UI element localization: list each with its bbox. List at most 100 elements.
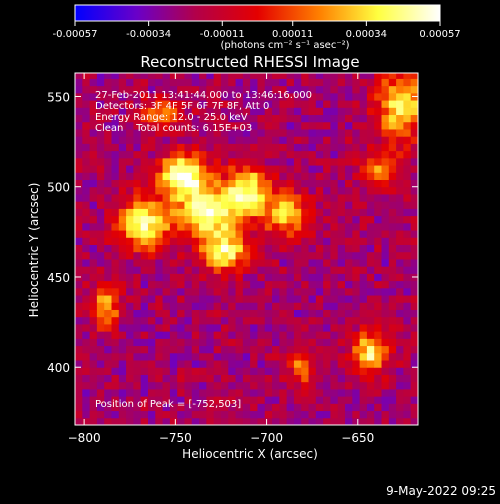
heatmap-cell <box>111 85 120 94</box>
heatmap-cell <box>315 280 324 289</box>
heatmap-cell <box>308 388 317 397</box>
heatmap-cell <box>162 323 171 332</box>
heatmap-cell <box>323 136 331 144</box>
heatmap-cell <box>111 121 120 130</box>
heatmap-cell <box>89 360 98 368</box>
heatmap-cell <box>96 179 105 188</box>
heatmap-cell <box>257 280 266 289</box>
heatmap-cell <box>140 92 149 101</box>
heatmap-cell <box>191 323 200 332</box>
heatmap-cell <box>169 92 178 101</box>
heatmap-cell <box>75 381 83 390</box>
heatmap-cell <box>345 179 353 188</box>
heatmap-cell <box>308 331 317 339</box>
heatmap-cell <box>359 367 368 375</box>
heatmap-cell <box>381 179 390 188</box>
heatmap-cell <box>104 360 112 368</box>
heatmap-cell <box>169 374 178 383</box>
heatmap-cell <box>235 374 244 383</box>
heatmap-cell <box>96 186 105 195</box>
heatmap-cell <box>257 85 266 94</box>
heatmap-cell <box>330 352 339 361</box>
heatmap-cell <box>388 143 397 152</box>
heatmap-cell <box>184 150 193 159</box>
heatmap-cell <box>82 367 91 375</box>
heatmap-cell <box>308 410 317 419</box>
heatmap-cell <box>126 352 134 361</box>
heatmap-cell <box>126 128 134 137</box>
heatmap-cell <box>140 150 149 159</box>
heatmap-cell <box>140 323 149 332</box>
heatmap-cell <box>396 388 404 397</box>
heatmap-cell <box>366 287 375 296</box>
heatmap-cell <box>345 172 353 180</box>
heatmap-cell <box>366 237 375 245</box>
heatmap-cell <box>352 367 361 375</box>
heatmap-cell <box>359 193 368 202</box>
heatmap-cell <box>140 266 149 274</box>
heatmap-cell <box>374 331 383 339</box>
heatmap-cell <box>235 280 244 289</box>
heatmap-cell <box>279 302 288 310</box>
heatmap-cell <box>184 128 193 137</box>
heatmap-cell <box>388 100 397 108</box>
heatmap-cell <box>337 107 346 116</box>
heatmap-cell <box>359 295 368 303</box>
heatmap-cell <box>75 193 83 202</box>
heatmap-cell <box>279 150 288 159</box>
heatmap-cell <box>177 352 185 361</box>
heatmap-cell <box>169 338 178 347</box>
heatmap-cell <box>133 280 142 289</box>
heatmap-cell <box>359 266 368 274</box>
heatmap-cell <box>315 107 324 116</box>
colorbar-tick-label: -0.00057 <box>53 29 98 40</box>
heatmap-cell <box>82 417 91 425</box>
heatmap-cell <box>293 302 302 310</box>
heatmap-cell <box>264 331 273 339</box>
heatmap-cell <box>315 367 324 375</box>
heatmap-cell <box>301 150 310 159</box>
heatmap-cell <box>323 244 331 253</box>
heatmap-cell <box>89 128 98 137</box>
heatmap-cell <box>111 150 120 159</box>
heatmap-cell <box>374 302 383 310</box>
heatmap-cell <box>396 396 404 404</box>
heatmap-cell <box>104 100 112 108</box>
heatmap-cell <box>199 237 207 245</box>
heatmap-cell <box>169 352 178 361</box>
heatmap-cell <box>220 266 229 274</box>
heatmap-cell <box>337 150 346 159</box>
heatmap-cell <box>104 388 112 397</box>
heatmap-cell <box>366 215 375 224</box>
heatmap-cell <box>352 388 361 397</box>
heatmap-cell <box>272 186 280 195</box>
heatmap-cell <box>264 360 273 368</box>
heatmap-cell <box>286 258 295 267</box>
heatmap-cell <box>323 280 331 289</box>
heatmap-cell <box>359 150 368 159</box>
heatmap-cell <box>191 172 200 180</box>
heatmap-cell <box>410 295 418 303</box>
heatmap-cell <box>140 345 149 354</box>
heatmap-cell <box>286 417 295 425</box>
heatmap-cell <box>337 143 346 152</box>
heatmap-cell <box>345 309 353 318</box>
heatmap-cell <box>374 186 383 195</box>
heatmap-cell <box>279 157 288 166</box>
heatmap-cell <box>396 295 404 303</box>
heatmap-cell <box>111 302 120 310</box>
heatmap-cell <box>264 374 273 383</box>
heatmap-cell <box>140 157 149 166</box>
heatmap-cell <box>250 266 258 274</box>
heatmap-cell <box>213 309 222 318</box>
heatmap-cell <box>359 287 368 296</box>
heatmap-cell <box>410 266 418 274</box>
heatmap-cell <box>184 121 193 130</box>
heatmap-cell <box>191 121 200 130</box>
heatmap-cell <box>199 258 207 267</box>
heatmap-cell <box>206 179 215 188</box>
heatmap-cell <box>396 100 404 108</box>
heatmap-cell <box>315 143 324 152</box>
heatmap-cell <box>75 179 83 188</box>
heatmap-cell <box>177 165 185 173</box>
